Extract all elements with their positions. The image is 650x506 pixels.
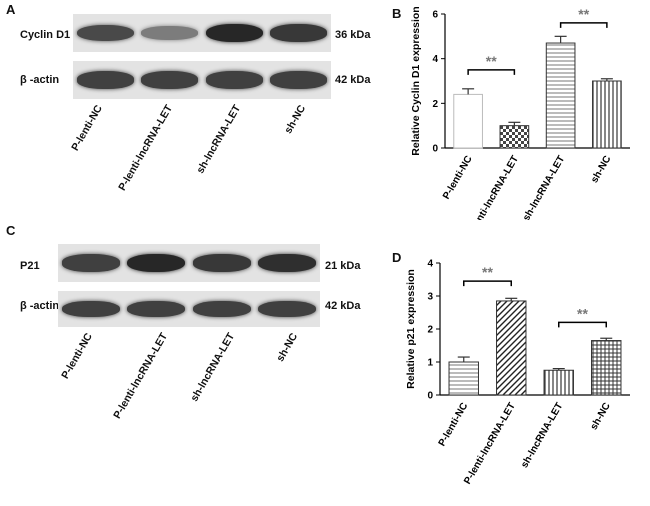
blot-band: [61, 254, 120, 272]
blot-band: [61, 300, 120, 318]
blot-a-row2-kda: 42 kDa: [335, 74, 371, 86]
bar: [499, 125, 530, 149]
y-axis-label: Relative Cyclin D1 expression: [410, 6, 422, 155]
x-tick-label: P-lenti-lncRNA-LET: [465, 154, 521, 220]
blot-band: [258, 253, 317, 273]
bar: [545, 42, 576, 149]
lane-label-c-4: sh-NC: [274, 331, 301, 364]
lane-label-c-2: P-lenti-lncRNA-LET: [111, 331, 171, 421]
panel-d-letter: D: [392, 250, 402, 265]
panel-b-letter: B: [392, 6, 402, 21]
blot-band: [270, 71, 328, 89]
y-tick-label: 3: [427, 292, 433, 303]
significance-bracket: [467, 69, 516, 75]
bar: [453, 93, 483, 149]
blot-band: [192, 300, 251, 318]
p21-bar-chart: 0 1 2 3 4 Relative p21 expression P-lenti-NCP-…: [405, 259, 630, 486]
blot-a-row1-label: Cyclin D1: [20, 29, 71, 41]
lane-label-a-4: sh-NC: [282, 103, 309, 136]
blot-a-row2-strip: [73, 61, 331, 99]
blot-band: [205, 23, 263, 43]
blot-band: [127, 300, 186, 318]
blot-band: [258, 300, 317, 318]
x-tick-label: sh-lncRNA-LET: [519, 401, 565, 470]
y-tick-label: 1: [427, 358, 433, 369]
x-tick-label: P-lenti-NC: [441, 154, 475, 201]
blot-band: [76, 71, 134, 89]
bar: [448, 361, 479, 396]
lane-label-a-3: sh-lncRNA-LET: [194, 103, 244, 176]
blot-a-row1-kda: 36 kDa: [335, 29, 371, 41]
y-tick-label: 2: [432, 99, 438, 110]
blot-c-row1-strip: [58, 244, 320, 282]
y-tick-label: 0: [432, 144, 438, 155]
blot-band: [141, 26, 199, 40]
bar: [496, 300, 527, 396]
blot-a-row2-label: β -actin: [20, 74, 60, 86]
panel-c-letter: C: [6, 223, 16, 238]
blot-band: [76, 24, 134, 42]
blot-band: [192, 254, 251, 272]
blot-c-row1-label: P21: [20, 260, 40, 272]
y-tick-label: 4: [427, 259, 433, 270]
y-tick-label: 2: [427, 325, 433, 336]
blot-c-row2-kda: 42 kDa: [325, 300, 361, 312]
significance-stars: **: [578, 6, 589, 22]
y-axis-label: Relative p21 expression: [405, 269, 417, 389]
bar: [591, 340, 622, 396]
blot-a-row1-strip: [73, 14, 331, 52]
significance-bracket: [559, 22, 608, 28]
blot-c-row1-kda: 21 kDa: [325, 260, 361, 272]
bar: [543, 369, 574, 396]
significance-bracket: [558, 321, 607, 328]
blot-band: [141, 71, 199, 89]
x-tick-label: P-lenti-NC: [437, 401, 471, 448]
lane-label-a-1: P-lenti-NC: [69, 103, 106, 153]
significance-stars: **: [486, 53, 497, 69]
x-tick-label: sh-NC: [589, 401, 613, 432]
significance-stars: **: [577, 305, 588, 321]
y-tick-label: 0: [427, 391, 433, 402]
bar: [592, 80, 622, 149]
blot-c-row2-strip: [58, 291, 320, 327]
significance-stars: **: [482, 264, 493, 280]
lane-label-a-2: P-lenti-lncRNA-LET: [116, 103, 176, 193]
x-tick-label: P-lenti-lncRNA-LET: [462, 401, 518, 486]
significance-bracket: [463, 280, 512, 287]
blot-band: [270, 24, 328, 42]
y-tick-label: 6: [432, 10, 438, 21]
lane-label-c-1: P-lenti-NC: [59, 331, 96, 381]
blot-band: [127, 253, 186, 273]
y-tick-label: 4: [432, 54, 438, 65]
panel-a-letter: A: [6, 2, 16, 17]
blot-c-row2-label: β -actin: [20, 300, 60, 312]
x-tick-label: sh-lncRNA-LET: [521, 154, 567, 220]
blot-band: [205, 71, 263, 89]
cyclin-d1-bar-chart: 0 2 4 6 Relative Cyclin D1 expression P-lenti…: [410, 6, 630, 220]
lane-label-c-3: sh-lncRNA-LET: [188, 331, 238, 404]
x-tick-label: sh-NC: [589, 154, 613, 185]
